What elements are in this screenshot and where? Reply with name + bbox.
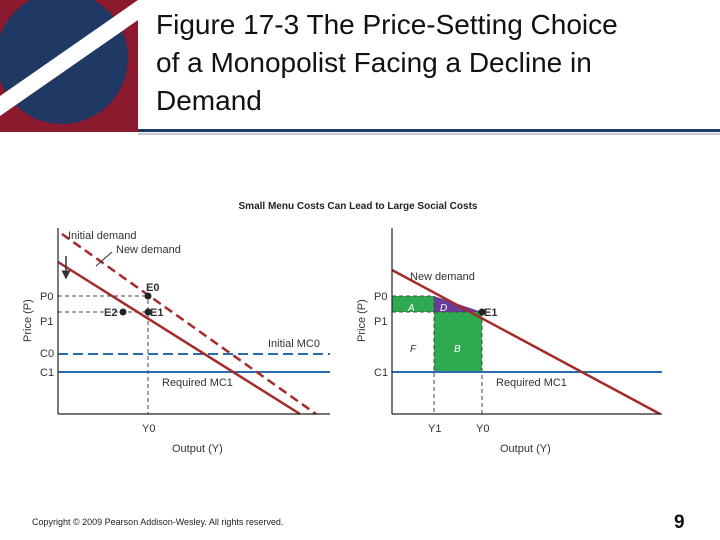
right-y0-label: Y0 (476, 423, 489, 435)
right-point-e1 (478, 308, 486, 316)
area-b-region (434, 312, 482, 372)
y0-label: Y0 (142, 423, 155, 435)
right-y-axis-label: Price (P) (356, 299, 368, 342)
pearson-logo (0, 0, 138, 132)
initial-demand-line (61, 232, 317, 416)
right-c1-label: C1 (374, 367, 388, 379)
left-y-axis-label: Price (P) (22, 299, 34, 342)
title-rule-shadow (138, 133, 720, 135)
e2-label: E2 (104, 307, 117, 319)
slide-number: 9 (674, 512, 685, 533)
new-demand-line (57, 260, 301, 416)
point-e2 (119, 308, 127, 316)
title-line: Demand (156, 85, 262, 116)
right-new-demand-label: New demand (410, 271, 475, 283)
new-demand-label: New demand (116, 244, 181, 256)
area-f-label: F (410, 344, 417, 355)
right-x-axis-label: Output (Y) (500, 443, 551, 455)
copyright-notice: Copyright © 2009 Pearson Addison-Wesley.… (32, 517, 284, 527)
right-panel: New demand Required MC1 P0 P1 C1 Y1 Y0 E… (356, 228, 662, 455)
initial-demand-label: Initial demand (68, 230, 137, 242)
figure-heading: Small Menu Costs Can Lead to Large Socia… (239, 201, 478, 212)
e1-label: E1 (150, 307, 163, 319)
point-e0 (144, 292, 152, 300)
right-new-demand-line (391, 268, 661, 416)
right-required-mc-label: Required MC1 (496, 377, 567, 389)
c0-label: C0 (40, 348, 54, 360)
y1-label: Y1 (428, 423, 441, 435)
initial-mc-label: Initial MC0 (268, 338, 320, 350)
new-demand-pointer (95, 251, 113, 267)
e0-label: E0 (146, 282, 159, 294)
title-rule (138, 129, 720, 132)
p1-label: P1 (40, 316, 53, 328)
right-p0-label: P0 (374, 291, 387, 303)
c1-label: C1 (40, 367, 54, 379)
right-p1-label: P1 (374, 316, 387, 328)
slide-title: Figure 17-3 The Price-Setting Choice of … (156, 6, 716, 120)
monopolist-figure: Small Menu Costs Can Lead to Large Socia… (22, 201, 662, 455)
area-b-label: B (454, 344, 461, 355)
area-a-label: A (407, 303, 415, 314)
required-mc-label: Required MC1 (162, 377, 233, 389)
point-e1 (144, 308, 152, 316)
left-x-axis-label: Output (Y) (172, 443, 223, 455)
area-a-region (392, 296, 434, 312)
title-line: of a Monopolist Facing a Decline in (156, 47, 592, 78)
p0-label: P0 (40, 291, 53, 303)
right-e1-label: E1 (484, 307, 497, 319)
area-d-label: D (440, 303, 447, 314)
title-line: Figure 17-3 The Price-Setting Choice (156, 9, 618, 40)
left-panel: Initial demand New demand Initial MC0 Re… (22, 228, 330, 455)
